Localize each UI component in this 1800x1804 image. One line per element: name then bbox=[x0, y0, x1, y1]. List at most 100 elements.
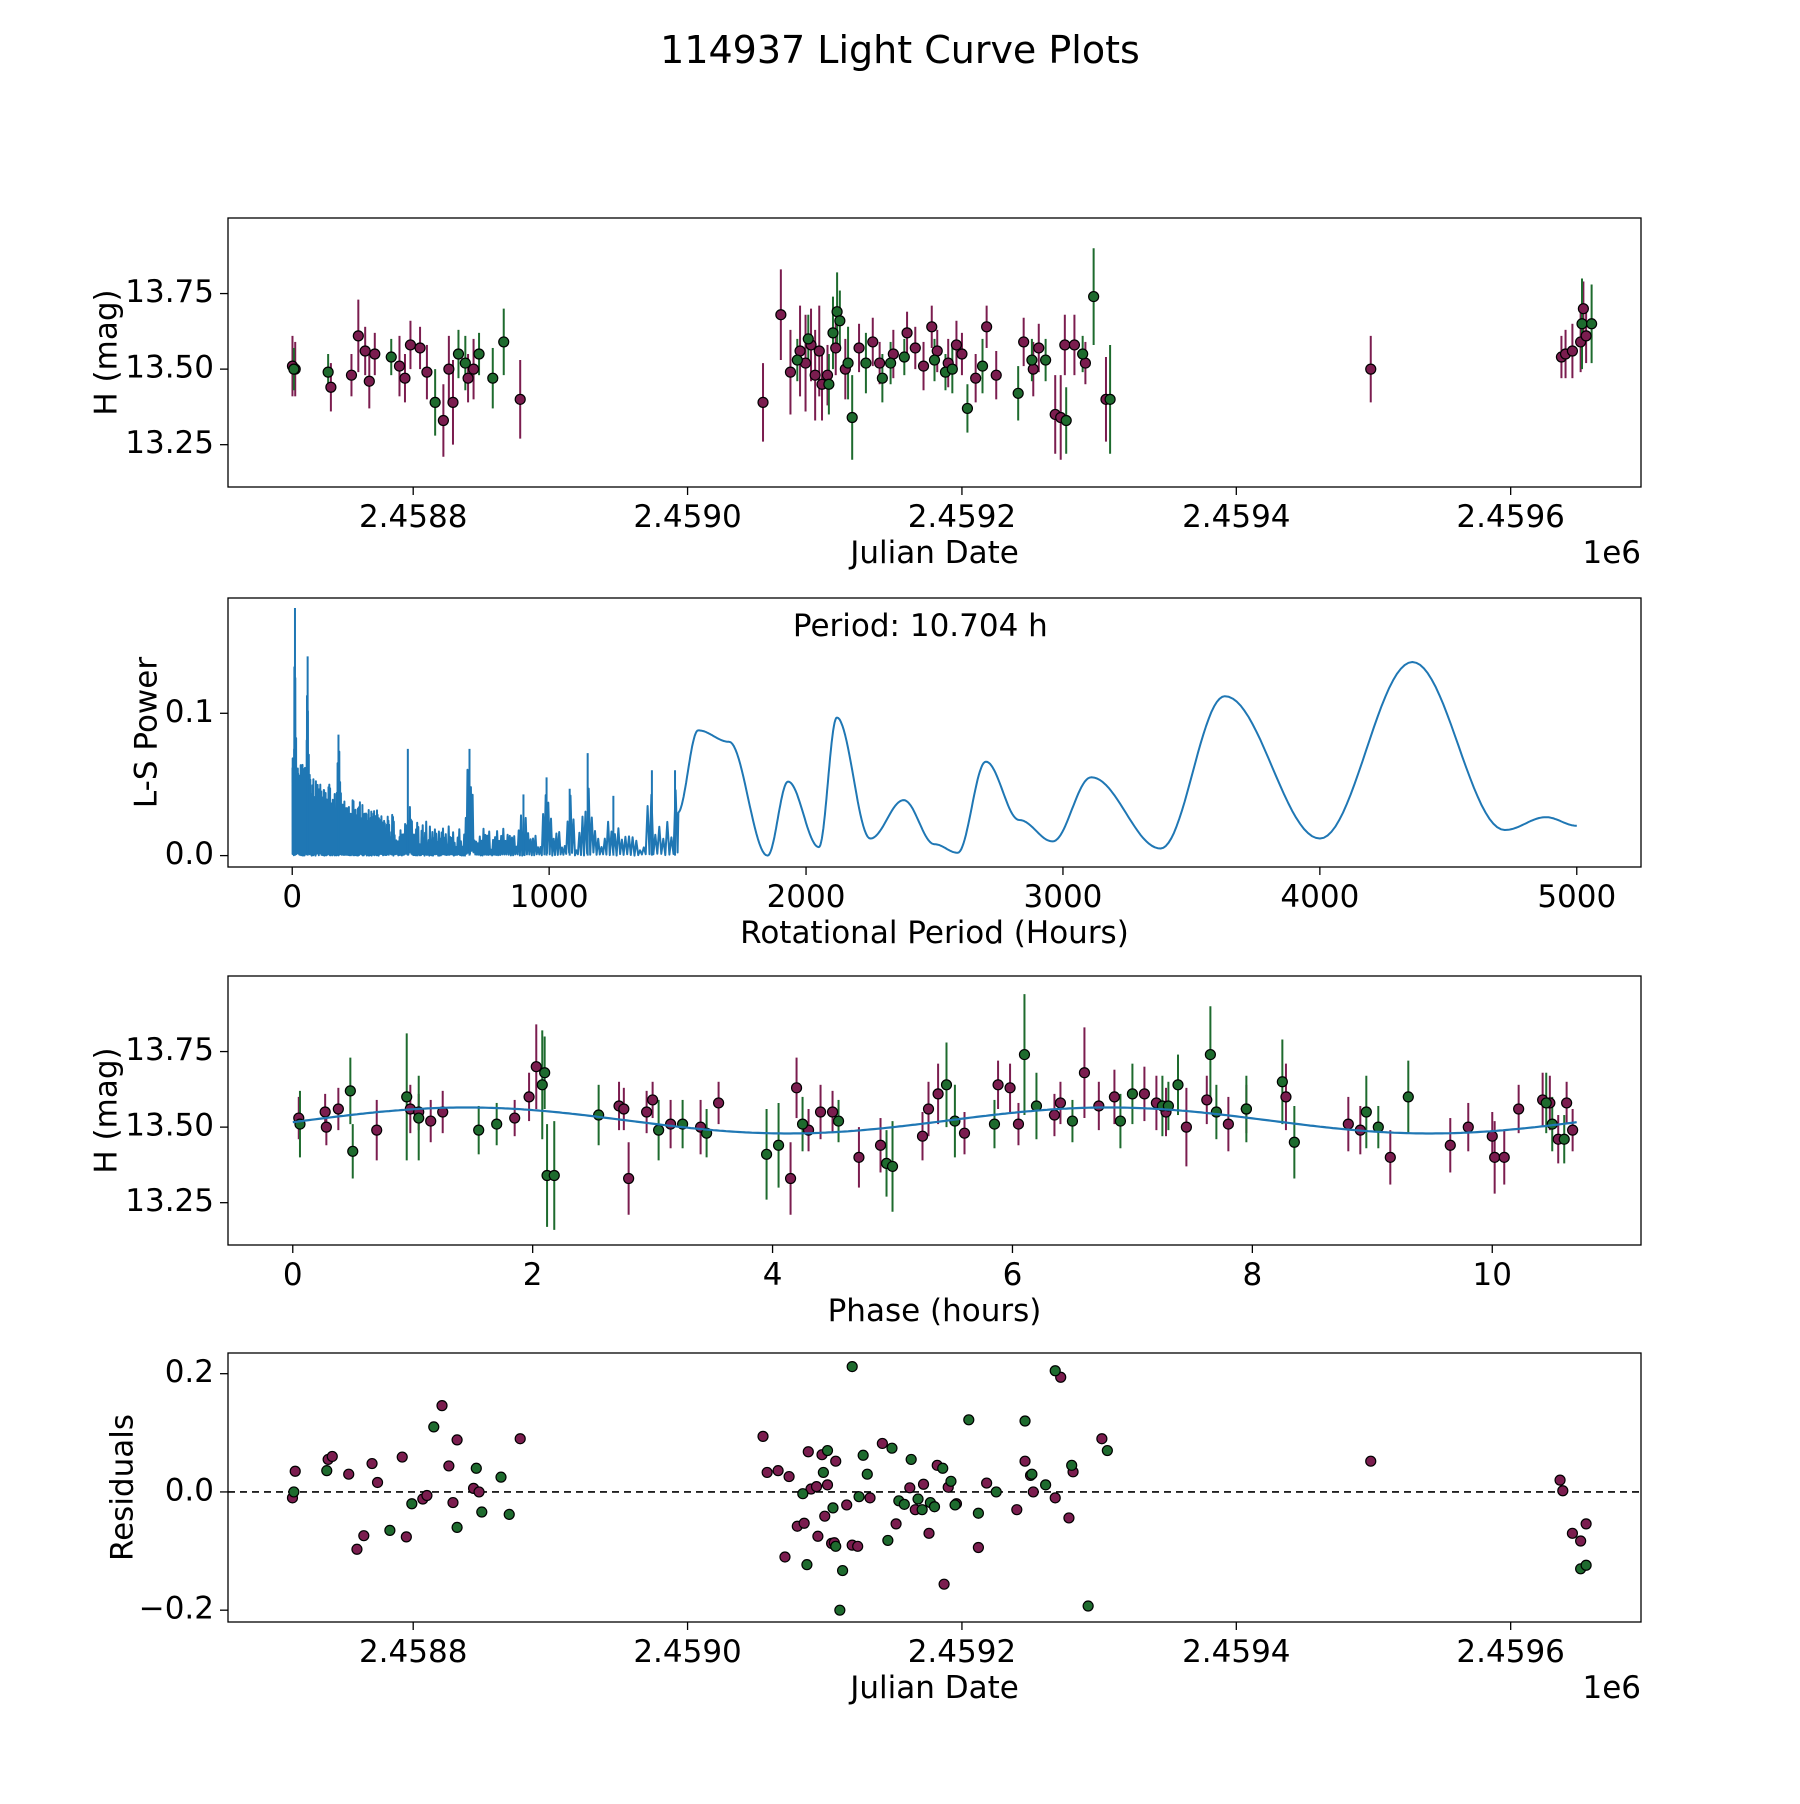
filter-green-point bbox=[413, 1112, 425, 1124]
filter-purple-point bbox=[421, 366, 433, 378]
filter-purple-point bbox=[1561, 1097, 1573, 1109]
filter-purple-point bbox=[1079, 357, 1092, 369]
filter-green-point bbox=[772, 1139, 785, 1151]
filter-purple-point bbox=[1577, 303, 1589, 315]
filter-purple-point bbox=[1513, 1103, 1525, 1115]
filter-green-point bbox=[288, 363, 300, 375]
filter-green-point bbox=[940, 1079, 953, 1091]
raw-light-curve-axes: 2.4588 2.4590 2.4592 2.4594 2.4596 13.25 13.50… bbox=[89, 274, 1642, 571]
residuals-xtick-label: 2.4588 bbox=[359, 1634, 467, 1670]
filter-purple-point bbox=[366, 1457, 378, 1470]
residuals-frame bbox=[227, 1352, 1642, 1623]
filter-green-point bbox=[1018, 1048, 1031, 1061]
filter-purple-point bbox=[332, 1103, 344, 1115]
filter-purple-point bbox=[1068, 339, 1081, 351]
filter-green-point bbox=[842, 357, 854, 369]
filter-purple-point bbox=[812, 1530, 824, 1542]
filter-green-point bbox=[827, 327, 839, 339]
filter-purple-point bbox=[1489, 1151, 1501, 1163]
filter-purple-point bbox=[874, 1139, 887, 1151]
filter-purple-point bbox=[641, 1106, 653, 1118]
filter-purple-point bbox=[794, 345, 806, 357]
filter-green-point bbox=[836, 1564, 849, 1577]
filter-green-point bbox=[760, 1148, 773, 1160]
filter-purple-point bbox=[784, 366, 797, 378]
filter-purple-point bbox=[1048, 1109, 1061, 1121]
filter-green-point bbox=[1040, 354, 1052, 366]
filter-green-point bbox=[459, 357, 471, 369]
filter-green-point bbox=[1040, 1479, 1052, 1491]
filter-green-point bbox=[1104, 393, 1116, 405]
filter-green-point bbox=[791, 354, 803, 366]
filter-green-point bbox=[322, 366, 334, 378]
raw-light-curve-xtick-label: 2.4592 bbox=[908, 499, 1016, 535]
filter-green-point bbox=[1586, 318, 1598, 330]
filter-green-point bbox=[401, 1091, 413, 1103]
filter-purple-point bbox=[981, 1477, 993, 1489]
filter-purple-point bbox=[400, 1531, 412, 1543]
filter-green-point bbox=[886, 1442, 898, 1454]
filter-green-point bbox=[1204, 1048, 1216, 1061]
filter-purple-point bbox=[1096, 1433, 1108, 1445]
filter-purple-point bbox=[1138, 1088, 1151, 1100]
filter-purple-point bbox=[1498, 1151, 1510, 1163]
period-annotation: Period: 10.704 h bbox=[793, 608, 1048, 644]
filter-green-point bbox=[1088, 290, 1100, 303]
filter-purple-point bbox=[358, 1530, 370, 1542]
filter-purple-point bbox=[371, 1124, 383, 1136]
filter-purple-point bbox=[1093, 1100, 1105, 1112]
periodogram-xtick-label: 0 bbox=[282, 879, 302, 915]
filter-purple-point bbox=[1342, 1118, 1354, 1130]
filter-green-point bbox=[1126, 1088, 1139, 1100]
filter-green-point bbox=[937, 1462, 949, 1474]
filter-green-point bbox=[1580, 1559, 1592, 1571]
filter-green-point bbox=[288, 1486, 300, 1498]
periodogram-line bbox=[291, 661, 1577, 857]
filter-green-point bbox=[860, 357, 872, 369]
filter-purple-point bbox=[761, 1466, 773, 1479]
filter-green-point bbox=[846, 411, 858, 424]
residuals-points bbox=[286, 1360, 1592, 1616]
raw-light-curve-points bbox=[286, 290, 1598, 427]
filter-green-point bbox=[1066, 1115, 1079, 1127]
filter-purple-point bbox=[345, 369, 358, 381]
filter-purple-point bbox=[853, 342, 865, 354]
filter-purple-point bbox=[904, 1482, 916, 1494]
filter-green-point bbox=[928, 354, 941, 366]
filter-purple-point bbox=[289, 1465, 301, 1477]
filter-green-point bbox=[827, 1502, 839, 1514]
periodogram-xtick-label: 1000 bbox=[510, 879, 589, 915]
filter-purple-point bbox=[325, 381, 337, 393]
filter-purple-point bbox=[421, 1489, 433, 1502]
raw-light-curve-xlabel: Julian Date bbox=[848, 535, 1019, 571]
phased-light-curve-frame bbox=[227, 975, 1642, 1246]
filter-purple-point bbox=[514, 1433, 526, 1445]
filter-purple-point bbox=[1566, 345, 1579, 357]
filter-green-point bbox=[428, 1421, 440, 1433]
periodogram-xtick-label: 4000 bbox=[1280, 879, 1359, 915]
filter-purple-point bbox=[1567, 1124, 1579, 1136]
filter-green-point bbox=[452, 348, 465, 360]
filter-green-point bbox=[1114, 1115, 1127, 1127]
filter-purple-point bbox=[802, 1446, 814, 1458]
filter-purple-point bbox=[1444, 1139, 1456, 1151]
filter-green-point bbox=[653, 1124, 665, 1136]
filter-purple-point bbox=[814, 1106, 827, 1118]
filter-green-point bbox=[801, 1559, 813, 1571]
periodogram-ylabel: L-S Power bbox=[129, 657, 165, 808]
filter-green-point bbox=[406, 1498, 418, 1510]
filter-purple-point bbox=[414, 342, 426, 354]
filter-purple-point bbox=[809, 369, 821, 381]
filter-green-point bbox=[796, 1118, 809, 1130]
filter-purple-point bbox=[887, 348, 899, 360]
filter-purple-point bbox=[992, 1079, 1004, 1091]
filter-purple-point bbox=[1027, 363, 1039, 375]
filter-purple-point bbox=[623, 1172, 635, 1185]
filter-purple-point bbox=[523, 1091, 535, 1103]
filter-green-point bbox=[487, 372, 499, 384]
filter-purple-point bbox=[819, 1510, 831, 1522]
filter-purple-point bbox=[757, 396, 769, 408]
filter-purple-point bbox=[473, 1486, 485, 1498]
filter-green-point bbox=[1402, 1091, 1414, 1103]
filter-purple-point bbox=[343, 1468, 355, 1480]
